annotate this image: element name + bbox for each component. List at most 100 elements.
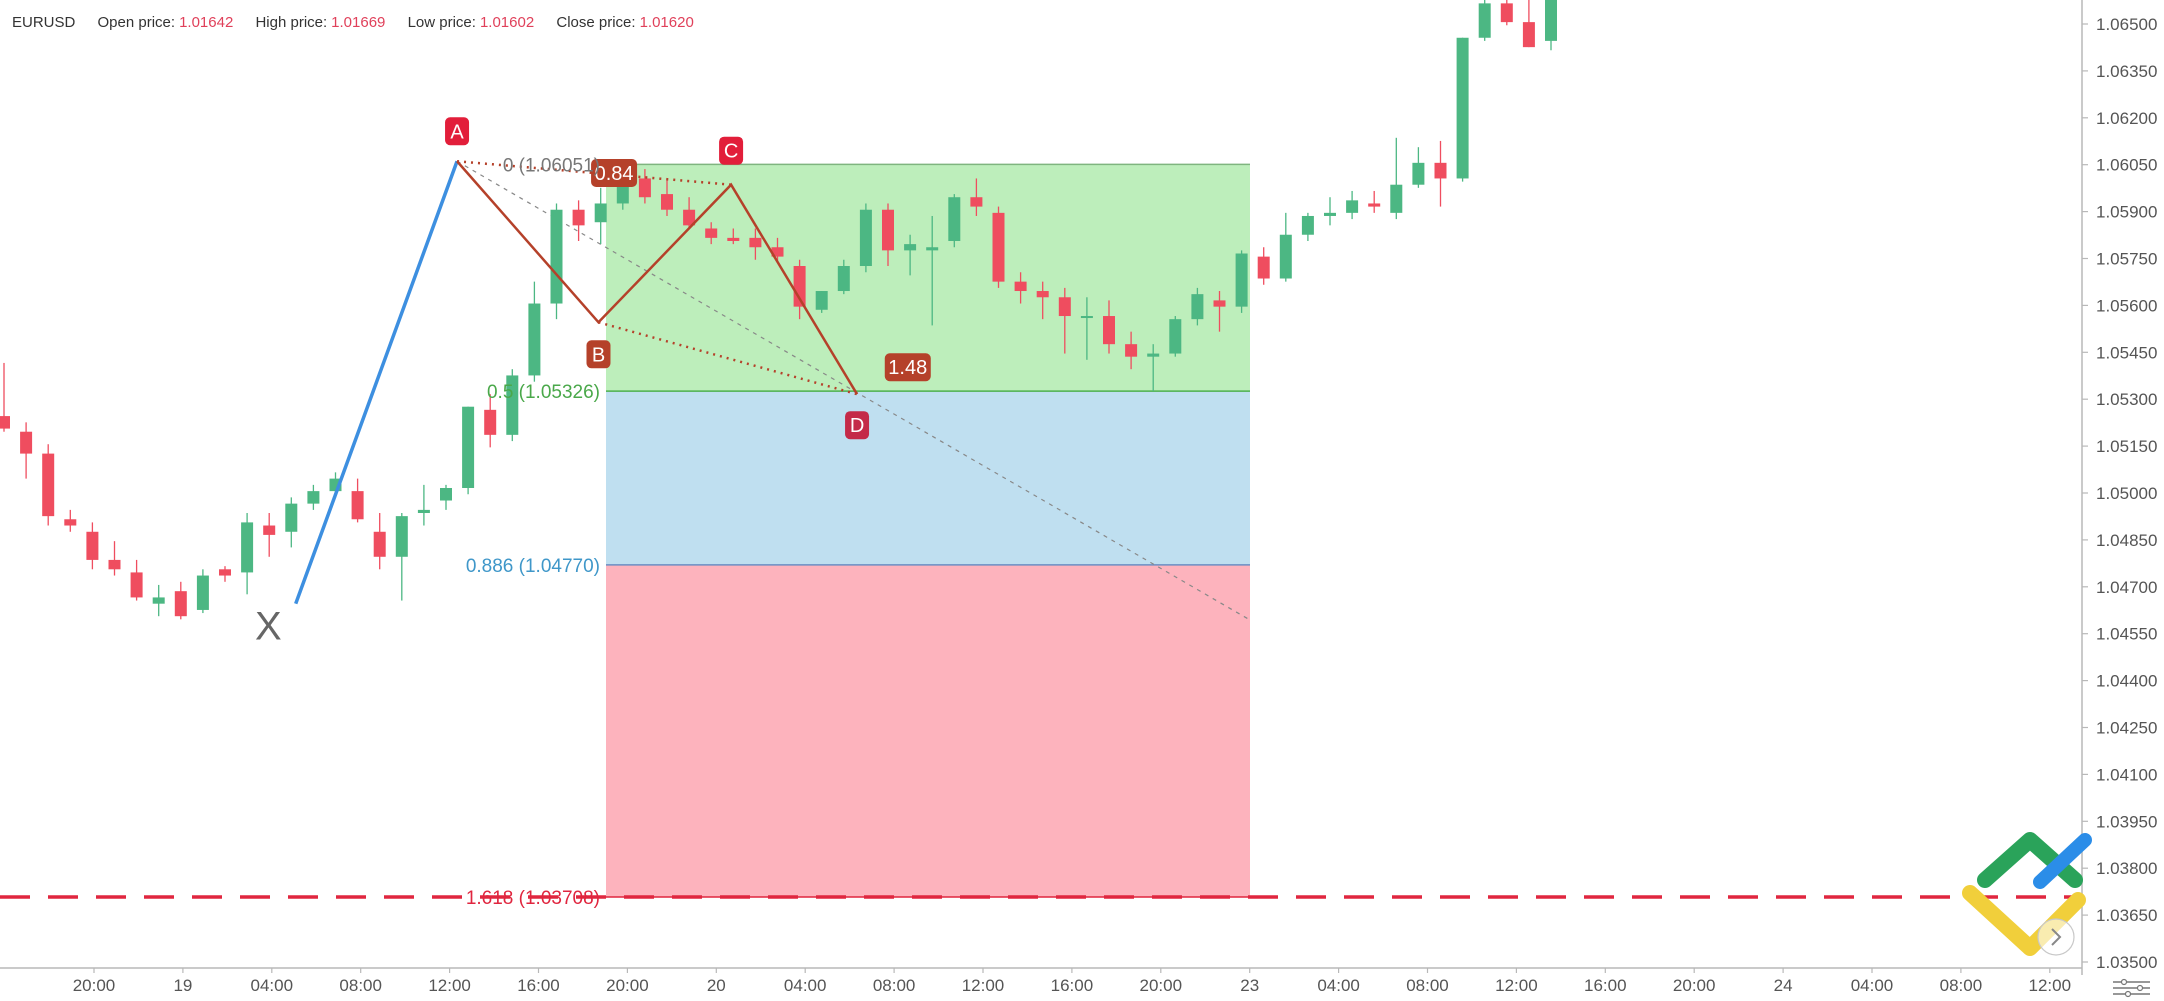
candle-body	[771, 247, 784, 257]
time-tick-label: 04:00	[1851, 976, 1894, 995]
price-tick-label: 1.05450	[2096, 343, 2157, 362]
candle	[20, 422, 33, 479]
candle-body	[904, 244, 917, 251]
scroll-right-icon[interactable]	[2037, 918, 2075, 956]
fib-zones	[606, 163, 1250, 898]
chart-header: EURUSD Open price: 1.01642 High price: 1.0…	[12, 14, 694, 31]
candle-body	[1058, 297, 1071, 317]
candle	[1368, 190, 1381, 213]
price-tick-label: 1.05000	[2096, 484, 2157, 503]
candle-body	[1390, 184, 1403, 213]
candle	[506, 369, 519, 442]
symbol-name[interactable]: EURUSD	[12, 14, 76, 31]
price-tick-label: 1.04100	[2096, 765, 2157, 784]
abcd-legs[interactable]	[456, 160, 859, 395]
price-tick-label: 1.03950	[2096, 812, 2157, 831]
candle	[1191, 287, 1204, 326]
candle-body	[528, 303, 541, 376]
candle	[992, 206, 1005, 288]
candle	[970, 178, 983, 216]
harmonic-pattern[interactable]	[294, 160, 859, 605]
time-axis[interactable]: 20:00 19 04:00 08:00 12:00 16:00 20:00 20 04:00 0…	[0, 967, 2082, 995]
candle	[572, 200, 585, 241]
candle	[771, 237, 784, 263]
price-tick-label: 1.06200	[2096, 109, 2157, 128]
candle	[196, 569, 209, 614]
candle-body	[417, 509, 430, 514]
candle-body	[1080, 316, 1093, 319]
candle	[1103, 300, 1115, 354]
time-tick-label: 20:00	[606, 976, 649, 995]
candle-body	[86, 531, 99, 560]
price-tick-label: 1.05600	[2096, 296, 2157, 315]
candle	[1412, 147, 1425, 188]
time-tick-label: 23	[1240, 976, 1259, 995]
candle-body	[285, 503, 298, 532]
candle-body	[1301, 215, 1314, 235]
candle	[484, 394, 497, 448]
candle	[1434, 140, 1447, 207]
price-tick-label: 1.06050	[2096, 156, 2157, 175]
candle	[174, 581, 187, 620]
ratio-bc-label: 0.84	[591, 158, 638, 187]
candle-body	[793, 266, 806, 307]
candle	[395, 513, 408, 601]
candle-body	[241, 522, 254, 573]
time-tick-label: 20	[707, 976, 726, 995]
point-a-label: A	[445, 117, 470, 146]
candle-body	[263, 525, 276, 535]
candle	[815, 291, 828, 313]
candle-body	[42, 453, 55, 517]
candle	[1390, 137, 1403, 220]
time-tick-label: 08:00	[339, 976, 382, 995]
candle	[1036, 281, 1049, 320]
candle-body	[1257, 256, 1270, 279]
time-tick-label: 19	[173, 976, 192, 995]
candle	[661, 178, 673, 216]
candle	[285, 497, 298, 548]
candle-body	[1346, 200, 1359, 213]
candle-body	[882, 209, 894, 251]
candle	[837, 259, 850, 295]
chart-decor	[0, 160, 2080, 899]
fib-level-label: 1.618 (1.03708)	[466, 888, 600, 909]
point-c-label: C	[719, 136, 744, 165]
candle	[0, 362, 10, 432]
candle	[705, 222, 718, 245]
candle-body	[594, 203, 607, 223]
candle-body	[1545, 0, 1557, 41]
candle	[86, 522, 99, 570]
fib-level-label: 0 (1.06051)	[503, 155, 600, 176]
candle	[462, 406, 475, 495]
candle-body	[926, 247, 939, 251]
candle	[1058, 287, 1071, 354]
time-tick-label: 12:00	[2029, 976, 2072, 995]
xa-leg[interactable]	[294, 160, 459, 605]
candle-body	[219, 569, 231, 576]
candle-body	[440, 487, 452, 501]
ratio-bc-label-text: 0.84	[595, 163, 634, 185]
point-b-label-bg	[586, 340, 611, 369]
candle-body	[1478, 3, 1491, 38]
candles	[0, 0, 1557, 620]
candle-body	[815, 291, 828, 310]
candle	[638, 169, 651, 204]
price-tick-label: 1.04850	[2096, 531, 2157, 550]
price-axis[interactable]: 1.06500 1.06350 1.06200 1.06050 1.05900 1.057…	[2081, 0, 2157, 975]
point-b-label-text: B	[592, 344, 605, 366]
low-value: 1.01602	[479, 14, 535, 31]
time-tick-label: 08:00	[873, 976, 916, 995]
candle	[263, 513, 276, 557]
time-tick-label: 04:00	[1317, 976, 1360, 995]
candle-body	[727, 237, 740, 241]
settings-icon[interactable]	[2113, 978, 2150, 998]
candle	[1080, 297, 1093, 360]
ratio-cd-label: 1.48	[884, 353, 931, 382]
open-label: Open price:	[97, 14, 176, 31]
open-value: 1.01642	[179, 14, 234, 31]
candle-body	[1014, 281, 1027, 292]
price-tick-label: 1.06500	[2096, 15, 2157, 34]
candle-body	[196, 575, 209, 610]
candle-body	[1324, 212, 1336, 216]
